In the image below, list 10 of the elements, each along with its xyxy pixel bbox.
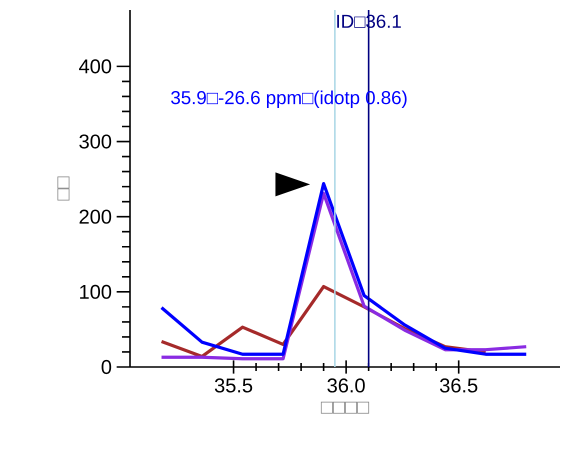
y-tick-label: 0 <box>102 360 112 374</box>
x-tick-label: 36.0 <box>327 378 365 393</box>
x-tick-label: 36.5 <box>440 378 478 393</box>
x-tick-label: 35.5 <box>214 378 252 393</box>
x-axis-title: □□□□ <box>320 402 370 414</box>
y-tick-label: 200 <box>80 210 112 224</box>
y-tick-label: 100 <box>80 284 112 299</box>
y-tick-label: 300 <box>79 134 112 149</box>
y-axis-title: □□ <box>57 176 70 201</box>
y-tick-label: 400 <box>79 59 112 74</box>
